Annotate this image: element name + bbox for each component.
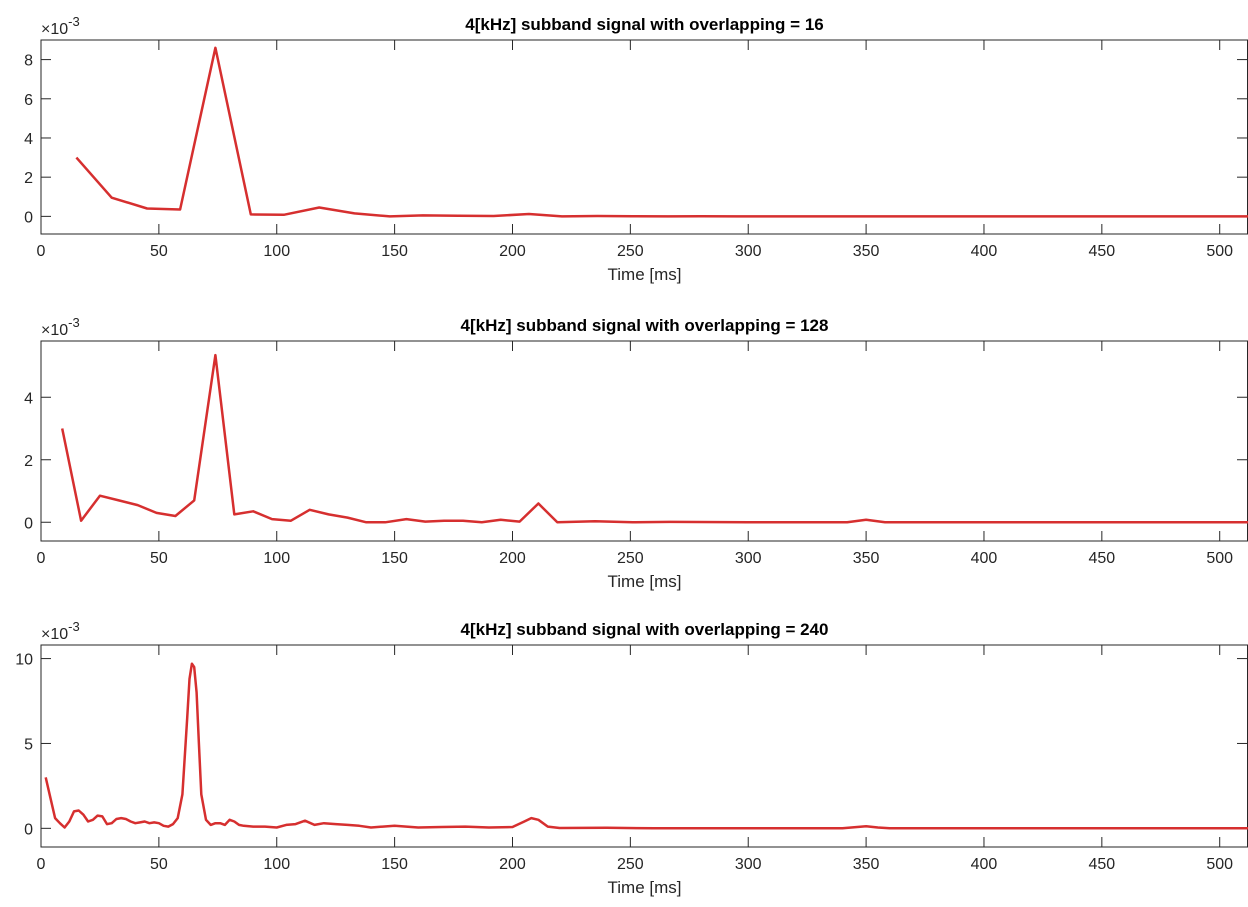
x-tick-label: 100	[263, 856, 290, 873]
x-axis-label: Time [ms]	[608, 878, 682, 897]
x-tick-label: 150	[381, 243, 408, 260]
x-tick-label: 200	[499, 856, 526, 873]
x-tick-label: 100	[263, 243, 290, 260]
y-tick-label: 0	[24, 209, 33, 226]
x-tick-label: 400	[971, 856, 998, 873]
chart-panel-1: 0 50 100 150 200 250 300 350 400 450 500 0 2 4 6 8 ×10-3…	[24, 14, 1248, 284]
y-tick-label: 10	[15, 652, 33, 669]
x-tick-label: 150	[381, 856, 408, 873]
series-line-1	[60, 353, 1248, 524]
y-exponent-label: ×10-3	[41, 619, 80, 643]
x-tick-label: 300	[735, 856, 762, 873]
plot-frame	[40, 340, 1248, 542]
x-tick-label: 50	[150, 243, 168, 260]
y-tick-label: 4	[24, 390, 33, 407]
x-axis-label: Time [ms]	[608, 265, 682, 284]
x-tick-label: 0	[37, 243, 46, 260]
x-tick-label: 350	[853, 243, 880, 260]
y-tick-label: 5	[24, 736, 33, 753]
y-tick-label: 8	[24, 53, 33, 70]
x-tick-label: 350	[853, 550, 880, 567]
x-tick-label: 200	[499, 243, 526, 260]
y-tick-label: 0	[24, 515, 33, 532]
chart-title: 4[kHz] subband signal with overlapping =…	[461, 620, 829, 639]
x-tick-label: 0	[37, 856, 46, 873]
y-exponent-label: ×10-3	[41, 315, 80, 339]
x-tick-label: 0	[37, 550, 46, 567]
chart-panel-2: 0 50 100 150 200 250 300 350 400 450 500 0 2 4 ×10-3 4[…	[24, 315, 1248, 591]
y-tick-label: 2	[24, 170, 33, 187]
x-tick-label: 250	[617, 856, 644, 873]
x-axis-label: Time [ms]	[608, 572, 682, 591]
plot-frame	[40, 644, 1248, 848]
chart-title: 4[kHz] subband signal with overlapping =…	[461, 316, 829, 335]
series-line-1	[75, 46, 1248, 218]
y-tick-label: 2	[24, 453, 33, 470]
x-tick-label: 500	[1206, 856, 1233, 873]
chart-panel-3: 0 50 100 150 200 250 300 350 400 450 500 0 5 10 ×10-3 4…	[15, 619, 1248, 897]
x-tick-label: 50	[150, 856, 168, 873]
chart-title: 4[kHz] subband signal with overlapping =…	[465, 15, 823, 34]
x-tick-label: 350	[853, 856, 880, 873]
x-tick-label: 200	[499, 550, 526, 567]
x-tick-label: 450	[1088, 856, 1115, 873]
y-exponent-label: ×10-3	[41, 14, 80, 38]
x-tick-label: 300	[735, 243, 762, 260]
x-tick-label: 100	[263, 550, 290, 567]
x-tick-label: 250	[617, 550, 644, 567]
y-tick-label: 0	[24, 821, 33, 838]
x-tick-label: 50	[150, 550, 168, 567]
x-tick-label: 300	[735, 550, 762, 567]
x-tick-label: 250	[617, 243, 644, 260]
x-tick-label: 400	[971, 550, 998, 567]
x-tick-label: 400	[971, 243, 998, 260]
x-tick-label: 450	[1088, 243, 1115, 260]
x-tick-label: 450	[1088, 550, 1115, 567]
plot-frame	[40, 39, 1248, 235]
series-line-1	[44, 662, 1248, 830]
y-tick-label: 4	[24, 131, 33, 148]
x-tick-label: 500	[1206, 243, 1233, 260]
x-tick-label: 150	[381, 550, 408, 567]
x-tick-label: 500	[1206, 550, 1233, 567]
y-tick-label: 6	[24, 92, 33, 109]
